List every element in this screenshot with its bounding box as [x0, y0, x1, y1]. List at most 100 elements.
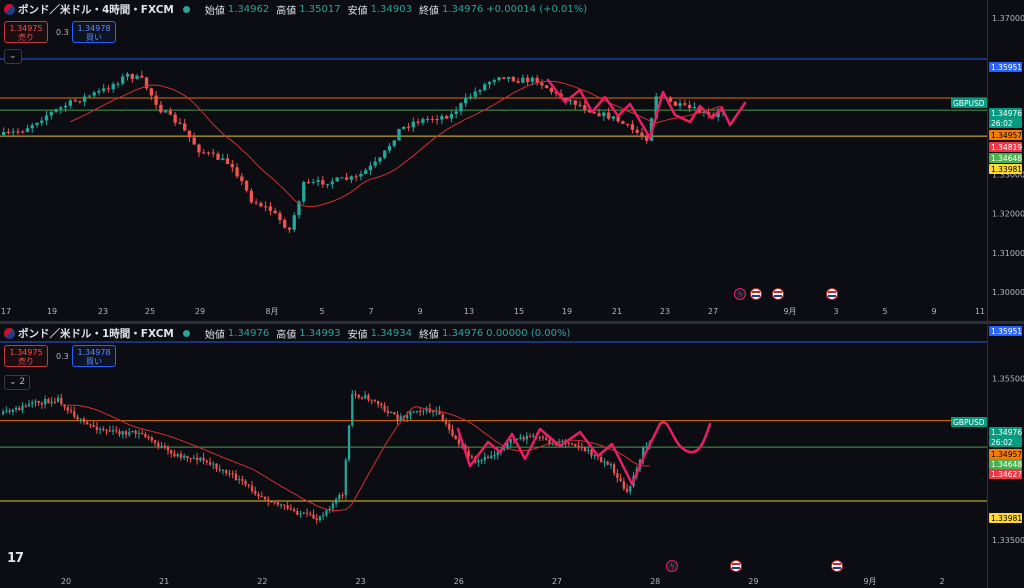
- candle: [163, 110, 168, 113]
- candle: [18, 407, 21, 411]
- buy-button[interactable]: 1.34978 買い: [72, 21, 116, 43]
- candle: [160, 445, 163, 447]
- tradingview-logo[interactable]: 17: [7, 551, 24, 566]
- candle: [344, 177, 349, 180]
- us-flag-event-icon[interactable]: [730, 560, 742, 572]
- us-flag-event-icon[interactable]: [826, 288, 838, 300]
- chart-pane-4h[interactable]: 1.37000 1.33000 1.32000 1.31000 1.30000 1.359…: [0, 0, 1024, 322]
- candle: [611, 116, 616, 119]
- time-axis-label: 5: [882, 307, 887, 316]
- candle: [102, 428, 105, 431]
- candle: [530, 77, 535, 82]
- economic-event-icon[interactable]: ϟ: [734, 288, 746, 300]
- price-badge-label: 1.35951: [991, 63, 1022, 72]
- candle: [35, 122, 39, 126]
- us-flag-event-icon[interactable]: [772, 288, 784, 300]
- candle: [73, 100, 77, 102]
- svg-text:ϟ: ϟ: [738, 290, 743, 299]
- candle: [516, 438, 519, 440]
- candle: [480, 460, 483, 462]
- candle: [521, 77, 525, 83]
- candle: [487, 82, 492, 85]
- candle: [451, 429, 454, 436]
- candle: [593, 455, 596, 457]
- price-badge-label: 1.34976: [991, 428, 1022, 437]
- candle: [486, 456, 490, 459]
- candle: [208, 462, 212, 465]
- candle: [587, 109, 592, 113]
- candle: [412, 411, 415, 413]
- candle: [583, 105, 587, 110]
- candle: [509, 439, 512, 443]
- candle: [66, 407, 69, 411]
- price-axis-label: 1.30000: [992, 288, 1024, 297]
- candle: [357, 394, 360, 398]
- us-flag-event-icon[interactable]: [831, 560, 843, 572]
- candle: [179, 454, 183, 458]
- buy-button[interactable]: 1.34978 買い: [72, 345, 116, 367]
- candle: [583, 447, 587, 451]
- candle: [202, 152, 206, 154]
- chart-pane-1h[interactable]: 1.35500 1.33500 1.35951 GBPUSD 1.34976 26:02 1…: [0, 324, 1024, 588]
- market-status-icon: [182, 330, 190, 337]
- candle: [497, 77, 501, 81]
- high-value: 1.35017: [299, 4, 341, 15]
- price-badge-label: 26:02: [991, 438, 1013, 447]
- sell-button[interactable]: 1.34975 売り: [4, 345, 48, 367]
- candle: [687, 104, 692, 109]
- candle: [573, 100, 577, 105]
- candle: [422, 410, 425, 412]
- candle: [590, 449, 593, 456]
- candle: [302, 182, 306, 202]
- candle: [522, 437, 525, 440]
- candle: [280, 504, 283, 506]
- sell-button[interactable]: 1.34975 売り: [4, 21, 48, 43]
- moving-average-line: [70, 80, 723, 208]
- collapse-indicators-button[interactable]: ⌄: [4, 49, 22, 64]
- candle: [554, 443, 558, 446]
- user-drawing-line: [546, 78, 747, 140]
- candle: [60, 397, 63, 405]
- pane-divider[interactable]: [0, 321, 1024, 324]
- candle: [389, 412, 393, 414]
- open-value: 1.34962: [227, 4, 270, 15]
- candle: [540, 82, 544, 86]
- symbol-title[interactable]: ポンド／米ドル・1時間・FXCM: [18, 328, 174, 340]
- candle: [50, 401, 53, 404]
- candle: [106, 88, 111, 90]
- candle: [392, 140, 396, 146]
- chart-canvas-1h[interactable]: 1.355001.335001.35951GBPUSD1.3497626:021…: [0, 324, 1024, 588]
- candle: [640, 132, 644, 137]
- candle: [409, 411, 412, 416]
- candle: [197, 144, 201, 153]
- candle: [331, 503, 335, 509]
- candle: [578, 104, 582, 106]
- candle: [419, 410, 422, 412]
- collapse-indicators-button[interactable]: ⌄ 2: [4, 375, 31, 390]
- candle: [477, 460, 480, 463]
- candle: [383, 150, 387, 158]
- close-value: 1.34976: [441, 328, 484, 339]
- candle: [6, 132, 11, 134]
- candle: [206, 152, 211, 154]
- candle: [334, 499, 338, 504]
- buy-label: 買い: [86, 33, 102, 42]
- gbp-usd-flag-icon: [4, 328, 15, 339]
- symbol-title[interactable]: ポンド／米ドル・4時間・FXCM: [18, 4, 174, 16]
- chart-canvas-4h[interactable]: 1.37000 1.33000 1.32000 1.31000 1.30000 1.359…: [0, 0, 1024, 322]
- candle: [341, 495, 344, 497]
- price-badge: [989, 118, 1022, 128]
- candle: [609, 464, 613, 466]
- candle: [147, 436, 150, 438]
- economic-event-icon[interactable]: ϟ: [666, 560, 678, 572]
- candle: [340, 177, 344, 179]
- candle: [212, 463, 215, 465]
- time-axis-label: 5: [319, 307, 324, 316]
- candle: [25, 128, 30, 132]
- sell-label: 売り: [18, 357, 34, 366]
- us-flag-event-icon[interactable]: [750, 288, 762, 300]
- candle: [416, 121, 420, 123]
- candle: [2, 132, 6, 135]
- candle: [244, 480, 247, 485]
- candle: [44, 399, 47, 405]
